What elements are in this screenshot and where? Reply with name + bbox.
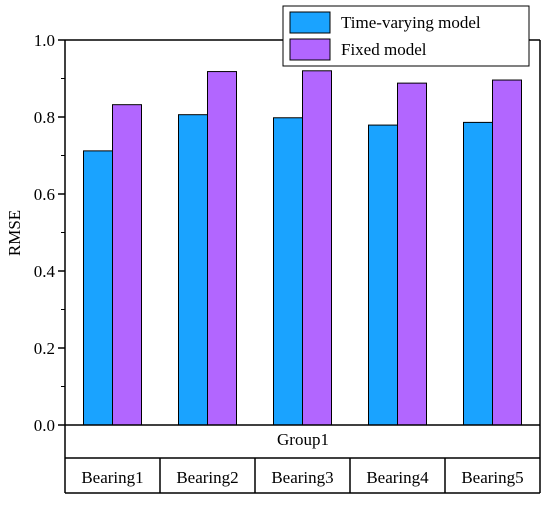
legend: Time-varying model Fixed model — [282, 5, 530, 67]
bar-time-varying-bearing1 — [83, 150, 113, 426]
plot-area: 0.0 0.2 0.4 0.6 0.8 1.0 Bearing1 Bearing2 Bearin… — [34, 5, 541, 494]
bar-fixed-bearing2 — [207, 71, 237, 426]
legend-swatch-time-varying — [289, 11, 331, 34]
legend-label-fixed: Fixed model — [341, 40, 427, 59]
bar-time-varying-bearing4 — [368, 124, 398, 426]
legend-swatch-fixed — [289, 38, 331, 61]
y-tick-label: 1.0 — [34, 31, 55, 50]
bar-time-varying-bearing2 — [178, 114, 208, 426]
bar-fixed-bearing1 — [112, 104, 142, 426]
x-category-label: Bearing4 — [366, 468, 429, 487]
bar-fixed-bearing3 — [302, 70, 332, 426]
bar-time-varying-bearing5 — [463, 121, 493, 426]
y-tick-label: 0.4 — [34, 262, 56, 281]
x-category-label: Bearing5 — [461, 468, 523, 487]
x-category-label: Bearing1 — [81, 468, 143, 487]
group-label: Group1 — [277, 430, 329, 449]
legend-label-time-varying: Time-varying model — [341, 13, 481, 32]
y-axis-label: RMSE — [5, 210, 24, 256]
y-tick-label: 0.6 — [34, 185, 55, 204]
y-tick-label: 0.0 — [34, 416, 55, 435]
y-tick-label: 0.8 — [34, 108, 55, 127]
y-tick-label: 0.2 — [34, 339, 55, 358]
bar-time-varying-bearing3 — [273, 117, 303, 426]
bar-fixed-bearing4 — [397, 82, 427, 426]
x-category-label: Bearing3 — [271, 468, 333, 487]
x-category-label: Bearing2 — [176, 468, 238, 487]
bar-fixed-bearing5 — [492, 79, 522, 426]
